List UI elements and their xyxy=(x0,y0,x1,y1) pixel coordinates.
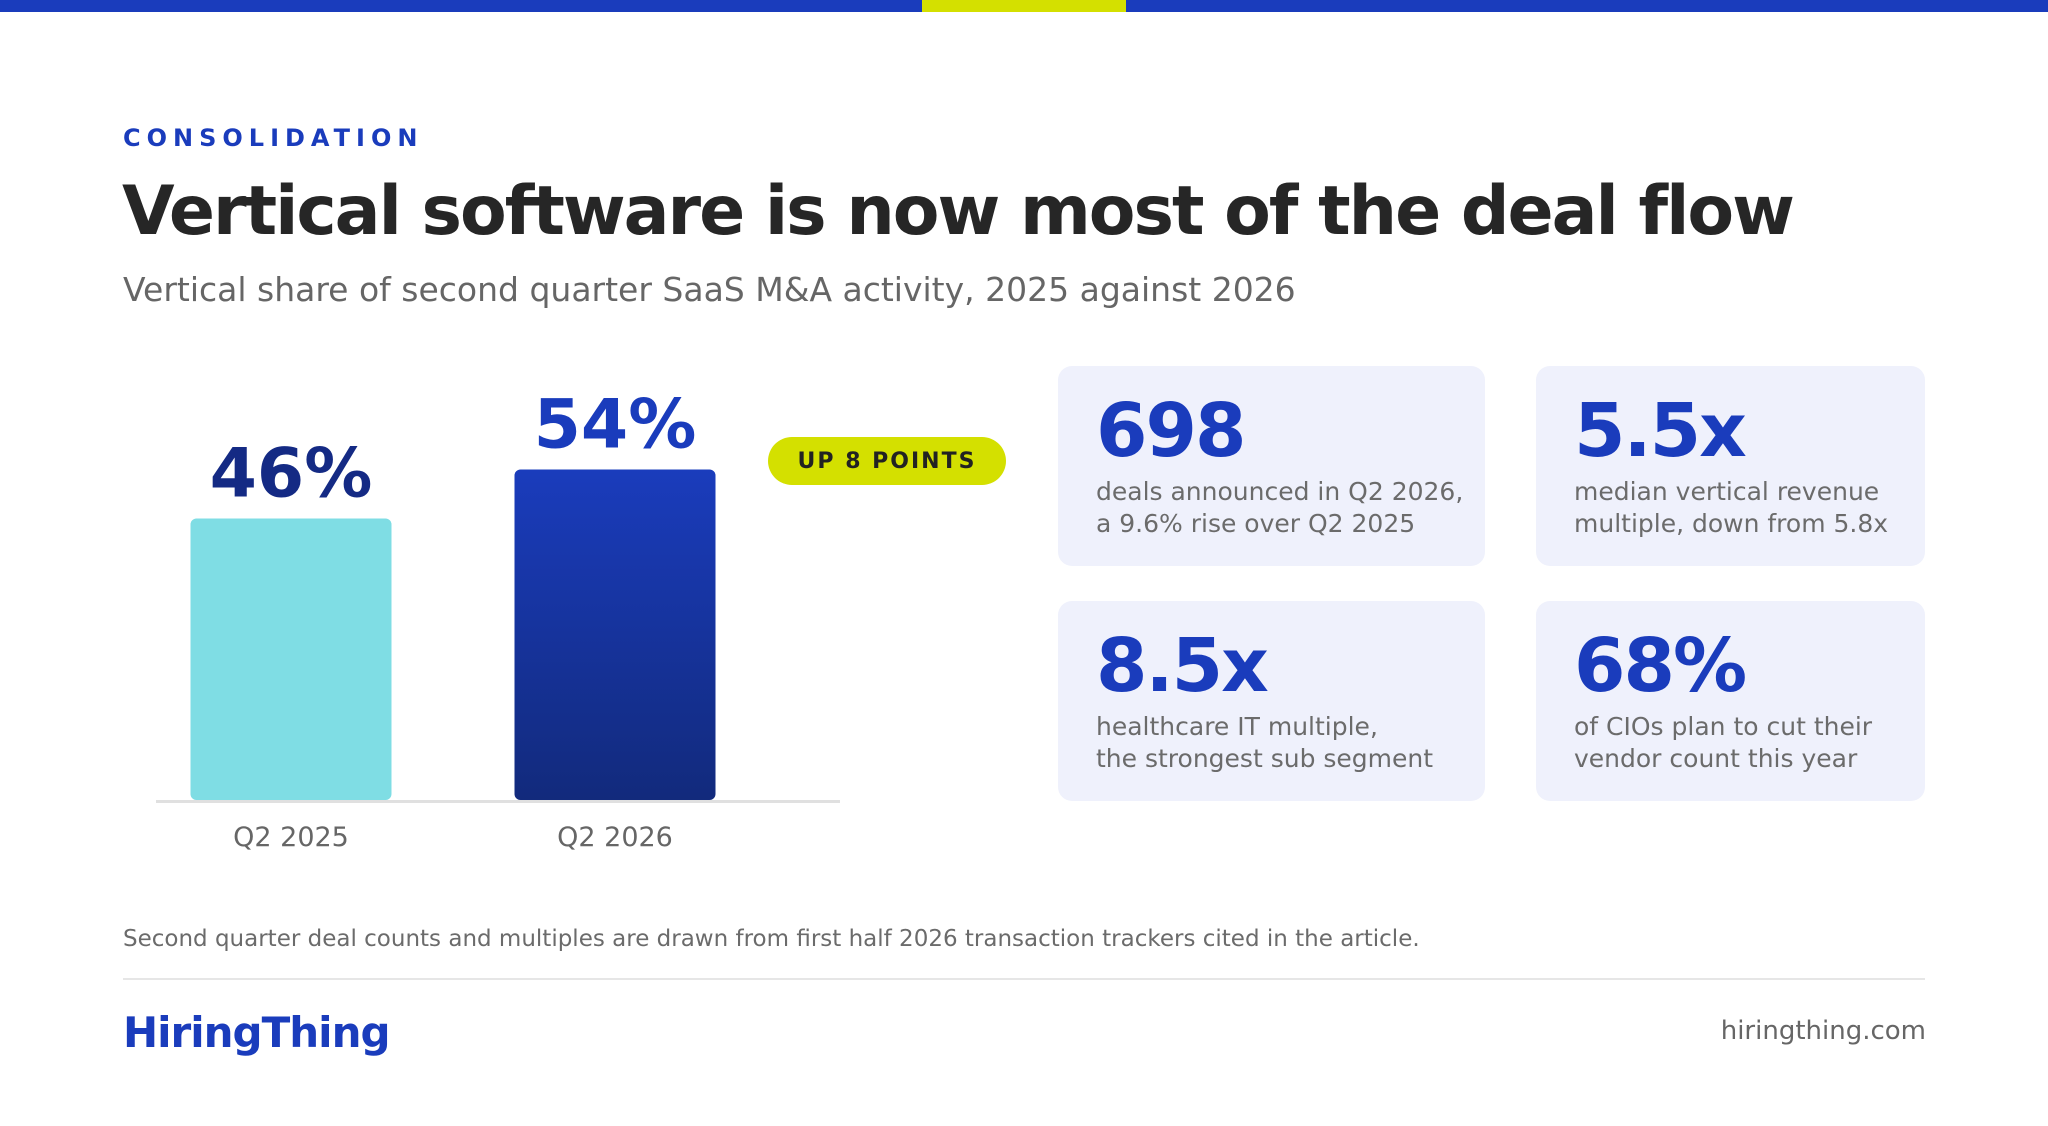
vertical-share-bar-chart: 46% Q2 2025 54% Q2 2026 xyxy=(156,386,840,853)
section-eyebrow: CONSOLIDATION xyxy=(123,124,424,152)
stat-description: vendor count this year xyxy=(1574,744,1858,773)
stat-value: 8.5x xyxy=(1096,623,1269,709)
stat-value: 5.5x xyxy=(1574,388,1747,474)
page-title: Vertical software is now most of the dea… xyxy=(122,172,1795,251)
stat-card-revenue-multiple: 5.5x median vertical revenue multiple, d… xyxy=(1536,366,1925,566)
stat-description: deals announced in Q2 2026, xyxy=(1096,477,1464,506)
stat-value: 68% xyxy=(1574,623,1747,709)
stat-description: of CIOs plan to cut their xyxy=(1574,712,1873,741)
change-annotation-badge: UP 8 POINTS xyxy=(768,437,1006,485)
stat-card-healthcare-multiple: 8.5x healthcare IT multiple, the stronge… xyxy=(1058,601,1485,801)
top-accent-highlight xyxy=(922,0,1126,12)
stat-card-cio-plans: 68% of CIOs plan to cut their vendor cou… xyxy=(1536,601,1925,801)
bar-value-label: 46% xyxy=(210,434,373,513)
stat-value: 698 xyxy=(1096,388,1246,474)
stat-card-deals: 698 deals announced in Q2 2026, a 9.6% r… xyxy=(1058,366,1485,566)
stat-description: a 9.6% rise over Q2 2025 xyxy=(1096,509,1416,538)
page-subtitle: Vertical share of second quarter SaaS M&… xyxy=(123,270,1296,309)
stat-description: multiple, down from 5.8x xyxy=(1574,509,1889,538)
stat-description: the strongest sub segment xyxy=(1096,744,1434,773)
stat-description: median vertical revenue xyxy=(1574,477,1880,506)
site-url: hiringthing.com xyxy=(1720,1016,1926,1046)
bar-q2-2026 xyxy=(514,469,716,800)
source-footnote: Second quarter deal counts and multiples… xyxy=(123,926,1420,952)
bar-q2-2025 xyxy=(190,518,392,800)
brand-logo: HiringThing xyxy=(123,1008,391,1057)
footer-divider xyxy=(123,978,1925,980)
category-tick-label: Q2 2026 xyxy=(557,822,673,853)
category-tick-label: Q2 2025 xyxy=(233,822,349,853)
bar-value-label: 54% xyxy=(534,386,697,465)
stat-description: healthcare IT multiple, xyxy=(1096,712,1378,741)
